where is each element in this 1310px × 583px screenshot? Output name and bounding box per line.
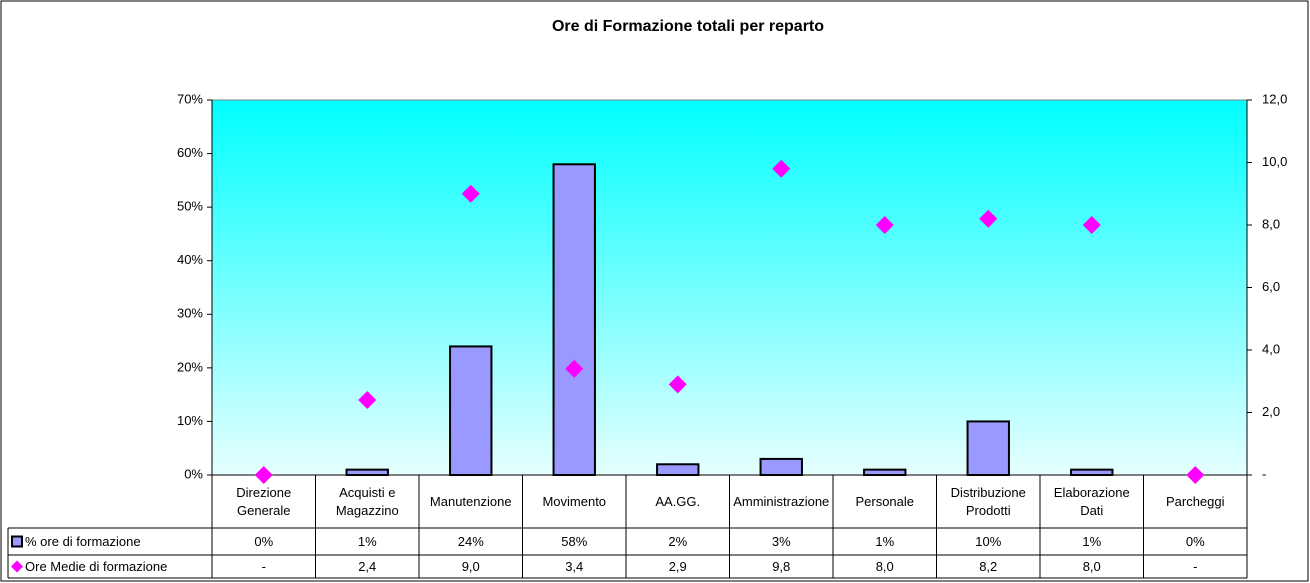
y2-tick-label: 10,0 [1262, 154, 1287, 169]
x-tick-label-box: Parcheggi [1165, 493, 1225, 509]
table-value: 2,4 [358, 559, 376, 574]
x-tick-label: Elaborazione Dati [1053, 484, 1130, 518]
table-value: 8,0 [1083, 559, 1101, 574]
bar [759, 457, 803, 476]
table-value: 1% [1082, 534, 1101, 549]
marker [358, 391, 377, 409]
marker [875, 216, 894, 234]
x-tick-label-box: Personale [855, 493, 915, 509]
bar [1070, 468, 1114, 476]
y2-tick-label: 4,0 [1262, 341, 1280, 356]
bar [863, 468, 907, 476]
table-value: - [262, 559, 266, 574]
table-value: - [1193, 559, 1197, 574]
x-tick-label: Direzione Generale [236, 484, 292, 518]
legend-key [11, 560, 23, 573]
marker [565, 359, 584, 378]
x-tick-label: Distribuzione Prodotti [950, 484, 1026, 518]
table-value: 24% [458, 534, 484, 549]
table-value: 10% [975, 534, 1001, 549]
table-value: 8,0 [876, 559, 894, 574]
bar [449, 345, 493, 476]
marker [668, 375, 687, 394]
y2-tick-label: 8,0 [1262, 216, 1280, 231]
chart-title: Ore di Formazione totali per reparto [552, 18, 824, 35]
legend-label: % ore di formazione [25, 534, 141, 549]
x-tick-label-box: Elaborazione Dati [1053, 484, 1130, 518]
y2-tick-label: 12,0 [1262, 91, 1287, 106]
x-tick-label: Personale [855, 493, 915, 509]
x-tick-label-box: Direzione Generale [236, 484, 292, 518]
x-tick-label: Movimento [542, 493, 607, 509]
x-tick-label-box: Acquisti e Magazzino [335, 484, 399, 518]
x-tick-label: AA.GG. [655, 493, 701, 509]
x-tick-label: Manutenzione [429, 493, 512, 509]
marker [461, 184, 480, 203]
table-value: 1% [875, 534, 894, 549]
table-value: 9,8 [772, 559, 790, 574]
x-tick-label: Amministrazione [733, 493, 830, 509]
marker [772, 159, 791, 178]
y-tick-label: 60% [177, 145, 203, 160]
table-value: 9,0 [462, 559, 480, 574]
table-value: 58% [561, 534, 587, 549]
y-tick-label: 30% [177, 306, 203, 321]
marker [254, 466, 273, 484]
x-tick-label: Parcheggi [1165, 493, 1225, 509]
x-tick-label-box: AA.GG. [655, 493, 701, 509]
legend-key [11, 535, 23, 548]
table-value: 2% [668, 534, 687, 549]
x-tick-label-box: Movimento [542, 493, 607, 509]
bar [552, 163, 596, 477]
y-tick-label: 70% [177, 91, 203, 106]
y2-tick-label: 6,0 [1262, 279, 1280, 294]
marker [979, 209, 998, 228]
legend-label: Ore Medie di formazione [25, 559, 167, 574]
x-tick-label-box: Amministrazione [733, 493, 830, 509]
y-tick-label: 10% [177, 413, 203, 428]
y-tick-label: 20% [177, 359, 203, 374]
y-tick-label: 40% [177, 252, 203, 267]
table-value: 1% [358, 534, 377, 549]
table-value: 2,9 [669, 559, 687, 574]
x-tick-label-box: Distribuzione Prodotti [950, 484, 1026, 518]
y2-tick-label: 2,0 [1262, 404, 1280, 419]
table-value: 8,2 [979, 559, 997, 574]
table-value: 3% [772, 534, 791, 549]
table-value: 0% [1186, 534, 1205, 549]
y2-tick-label: - [1262, 466, 1266, 481]
x-tick-label-box: Manutenzione [429, 493, 512, 509]
table-value: 0% [254, 534, 273, 549]
marker [1186, 466, 1205, 484]
bar [966, 420, 1010, 476]
bar [345, 468, 389, 476]
table-value: 3,4 [565, 559, 583, 574]
y-tick-label: 50% [177, 199, 203, 214]
x-tick-label: Acquisti e Magazzino [335, 484, 399, 518]
marker [1082, 216, 1101, 234]
bar [656, 463, 700, 476]
plot-area [211, 99, 1248, 476]
y-tick-label: 0% [184, 466, 203, 481]
